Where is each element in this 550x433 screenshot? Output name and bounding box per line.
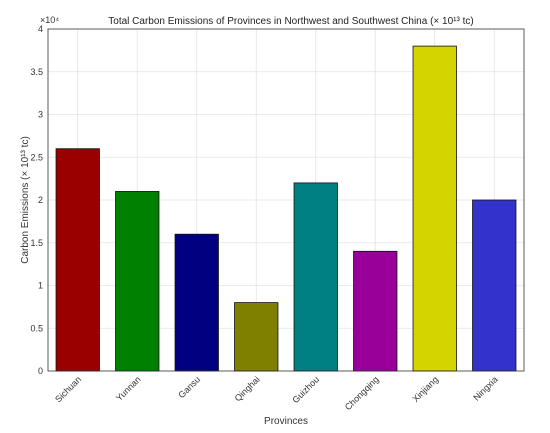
x-tick-label: Yunnan <box>114 374 143 403</box>
x-tick-label: Xinjiang <box>410 374 440 404</box>
x-tick-label: Ningxia <box>471 374 499 402</box>
x-tick-label: Qinghai <box>233 374 262 403</box>
x-axis-ticks: Sichuan Yunnan Gansu Qinghai Guizhou Chongqin… <box>53 374 500 412</box>
y-tick-label: 0.5 <box>30 323 43 333</box>
x-tick-label: Guizhou <box>290 374 321 405</box>
plot-frame <box>47 28 525 372</box>
bar-gansu <box>174 233 219 372</box>
x-axis-label: Provinces <box>264 416 308 427</box>
y-tick-label: 4 <box>38 24 43 34</box>
x-tick-label: Gansu <box>176 374 202 400</box>
bar-qinghai <box>234 302 279 372</box>
bar-guizhou <box>293 182 338 372</box>
y-tick-label: 2 <box>38 195 43 205</box>
bar-sichuan <box>55 148 100 372</box>
y-tick-label: 2.5 <box>30 152 43 162</box>
y-axis-ticks: 0 0.5 1 1.5 2 2.5 3 3.5 4 <box>30 24 43 376</box>
y-tick-label: 1 <box>38 281 43 291</box>
y-tick-label: 0 <box>38 366 43 376</box>
bar-xinjiang <box>412 45 457 372</box>
x-tick-label: Sichuan <box>53 374 83 404</box>
bar-chongqing <box>353 250 398 372</box>
y-axis-label: Carbon Emissions (× 10¹³ tc) <box>20 136 31 264</box>
x-tick-label: Chongqing <box>343 374 381 412</box>
chart-title: Total Carbon Emissions of Provinces in N… <box>108 16 473 27</box>
y-tick-label: 1.5 <box>30 238 43 248</box>
y-exponent-label: ×10⁴ <box>40 15 59 25</box>
y-tick-label: 3 <box>38 110 43 120</box>
bar-yunnan <box>115 191 160 372</box>
y-tick-label: 3.5 <box>30 67 43 77</box>
bar-ningxia <box>472 199 517 372</box>
bars <box>55 45 517 372</box>
